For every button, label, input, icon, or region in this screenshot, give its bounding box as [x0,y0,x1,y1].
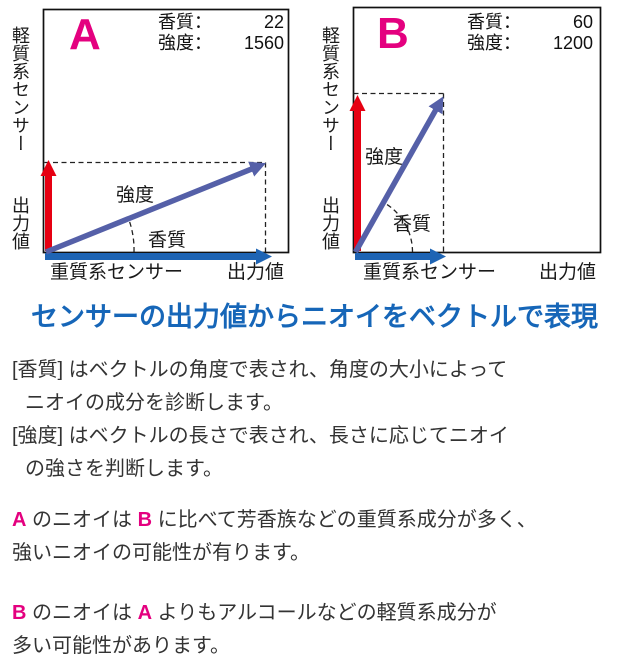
p3-em-a: A [12,509,27,531]
panel-a-y-axis-title: 軽質系センサー [10,26,30,152]
panel-a-readout: 香質： 22 強度： 1560 [158,12,284,54]
panel-b-smell-vector [353,96,444,254]
panel-b-y-axis-unit: 出力値 [320,196,340,250]
panel-a-projection-dashes [44,161,267,252]
paragraph-b-vs-a: B のニオイは A よりもアルコールなどの軽質系成分が 多い可能性があります。 [12,597,624,663]
p4-em-a: A [137,602,153,624]
p3-line2: 強いニオイの可能性が有ります。 [12,542,310,564]
panel-a-angle-label: 香質 [148,230,187,251]
panel-b-readout: 香質： 60 強度： 1200 [467,12,593,54]
figure-canvas [40,6,602,265]
p3-mid: のニオイは [26,509,138,531]
p2-line2: の強さを判断します。 [25,458,223,480]
panel-b-intensity-label: 強度： [467,33,521,53]
panel-b-quality-value: 60 [572,12,593,32]
panel-b-box [352,6,602,254]
panel-b-y-axis-title: 軽質系センサー [320,26,340,152]
panel-a-quality-value: 22 [263,12,284,32]
p4-rest: よりもアルコールなどの軽質系成分が [152,602,497,624]
panel-a-label: A [69,10,101,59]
panel-a-y-axis-unit: 出力値 [10,196,30,250]
paragraph-quality-definition: [香質] はベクトルの角度で表され、角度の大小によって ニオイの成分を診断します… [12,354,624,420]
p3-em-b: B [137,509,153,531]
panel-b-x-axis-title: 重質系センサー [363,262,497,283]
panel-a-angle-arc [127,218,135,253]
panel-a-smell-vector [44,161,266,255]
panel-a-intensity-value: 1560 [243,33,284,53]
p4-line2: 多い可能性があります。 [12,635,230,657]
p1-line2: ニオイの成分を診断します。 [25,392,283,414]
p4-mid: のニオイは [26,602,138,624]
panel-b-quality-label: 香質： [467,12,521,32]
panel-a-quality-label: 香質： [158,12,212,32]
panel-b-intensity-value: 1200 [552,33,593,53]
panel-a-x-axis-title: 重質系センサー [50,262,184,283]
panel-a-box [42,8,290,254]
panel-b-x-axis-unit: 出力値 [539,262,597,283]
p4-em-b: B [12,602,27,624]
panel-b-angle-label: 香質 [393,214,432,235]
panel-b-projection-dashes [353,92,445,252]
panel-b-label: B [377,9,409,58]
p2-line1: [強度] はベクトルの長さで表され、長さに応じてニオイ [12,425,509,447]
panel-a-intensity-label: 強度： [158,33,212,53]
panel-b-vector-label: 強度 [365,147,404,168]
panel-a-vector-label: 強度 [116,185,155,206]
panel-b-angle-arc [383,201,414,253]
paragraph-a-vs-b: A のニオイは B に比べて芳香族などの重質系成分が多く、 強いニオイの可能性が… [12,504,624,570]
paragraph-intensity-definition: [強度] はベクトルの長さで表され、長さに応じてニオイ の強さを判断します。 [12,420,624,486]
p1-line1: [香質] はベクトルの角度で表され、角度の大小によって [12,359,508,381]
figure-headline: センサーの出力値からニオイをベクトルで表現 [31,302,598,332]
panel-a-x-axis-unit: 出力値 [227,262,285,283]
p3-rest: に比べて芳香族などの重質系成分が多く、 [152,509,537,531]
